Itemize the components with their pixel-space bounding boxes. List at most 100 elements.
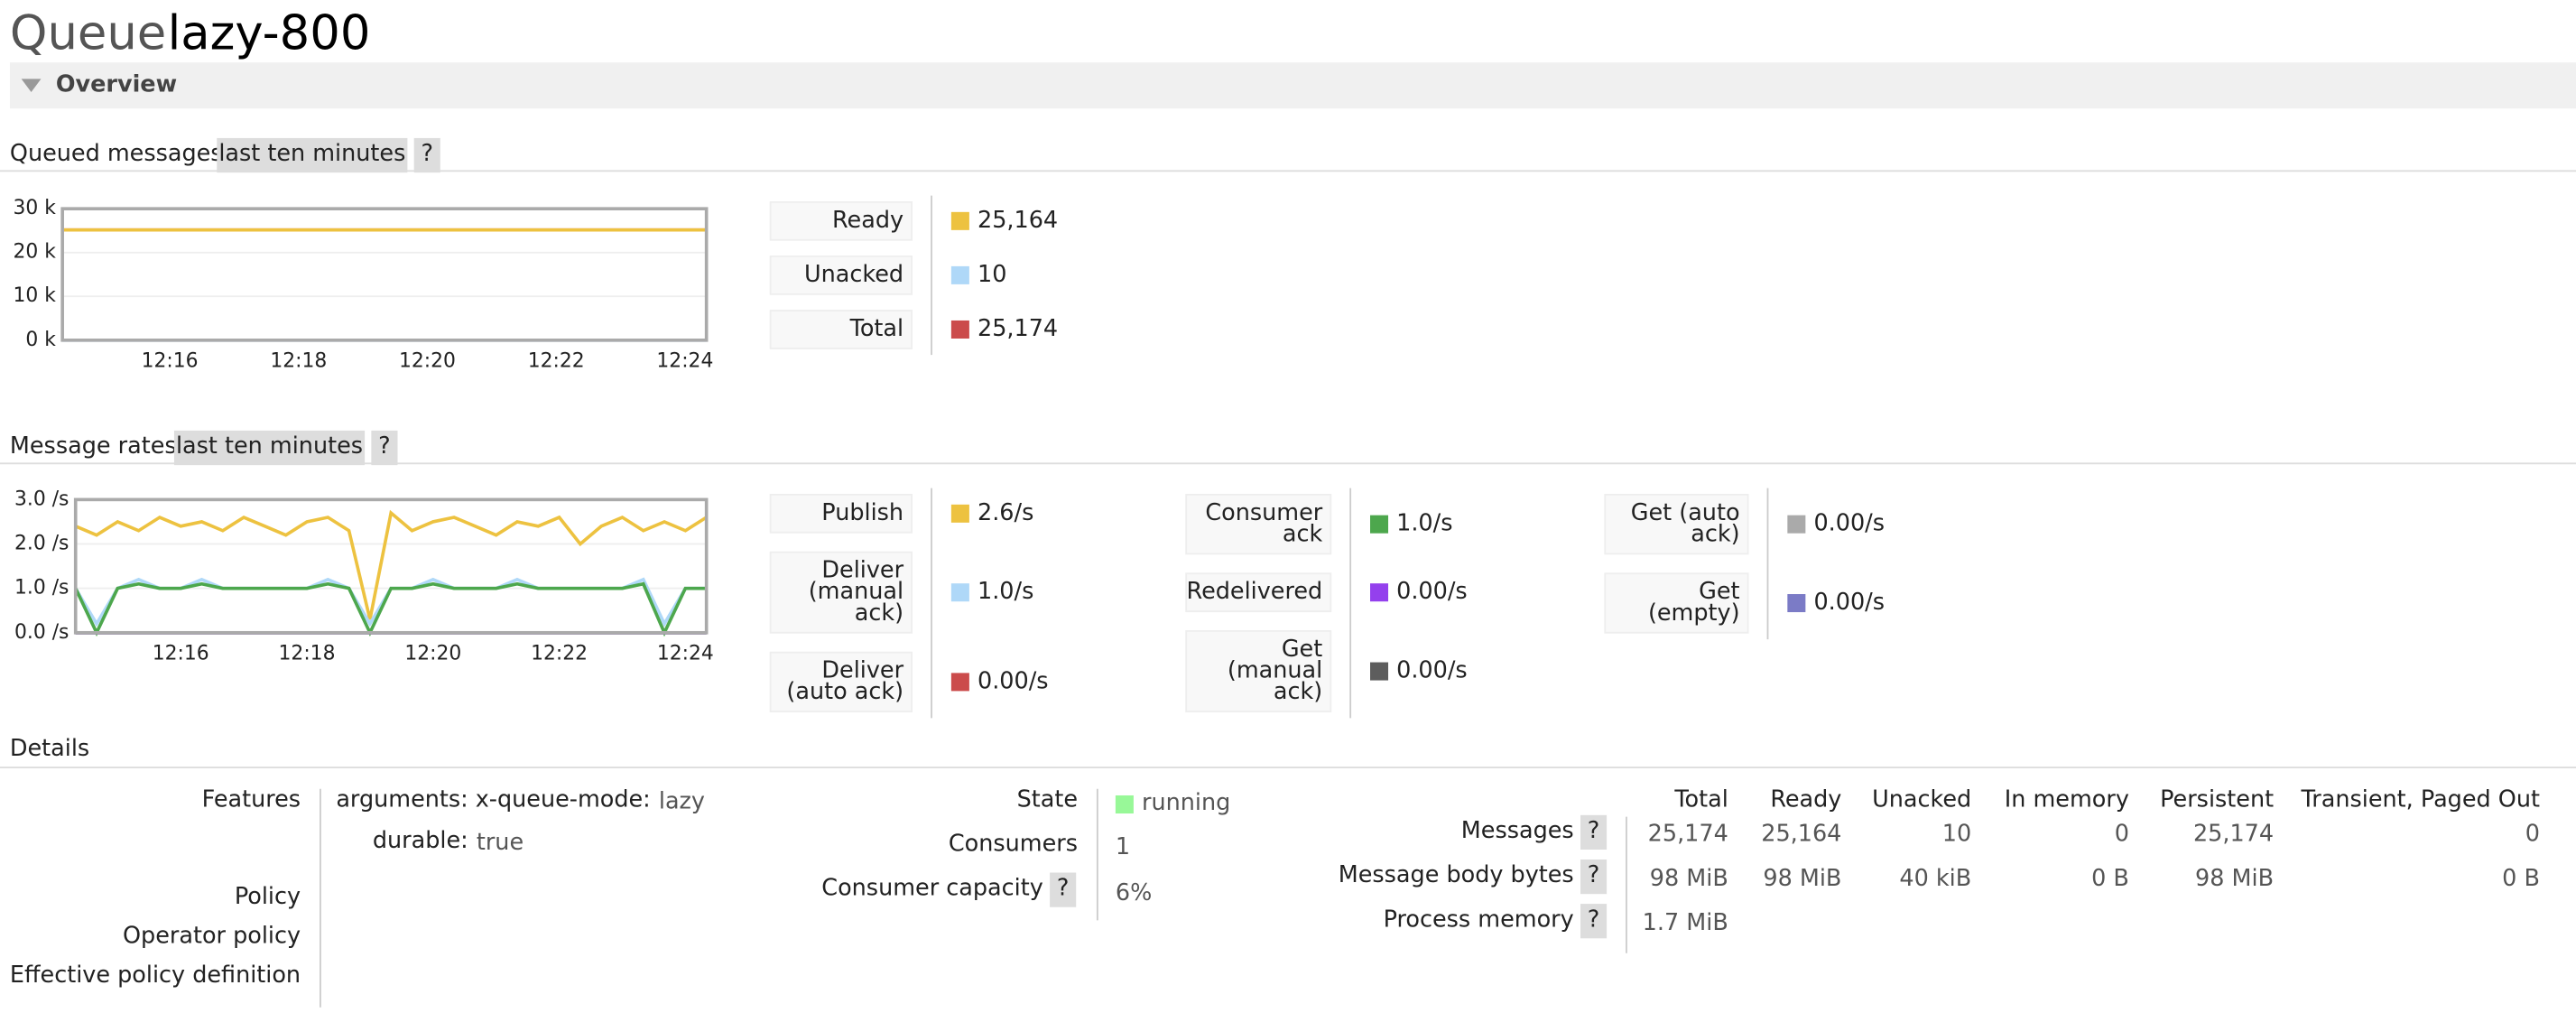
legend-label: Publish bbox=[821, 499, 903, 526]
title-name: lazy-800 bbox=[168, 6, 371, 61]
legend-label: Deliver bbox=[821, 557, 903, 584]
x-tick-label: 12:24 bbox=[657, 642, 714, 664]
legend-swatch bbox=[950, 673, 969, 692]
field-label: Effective policy definition bbox=[10, 962, 301, 989]
table-cell: 98 MiB bbox=[2195, 865, 2274, 892]
x-tick-label: 12:20 bbox=[404, 642, 461, 664]
row-label: Message body bytes bbox=[1339, 861, 1574, 888]
y-tick-label: 30 k bbox=[14, 197, 57, 219]
table-header: Unacked bbox=[1872, 785, 1971, 813]
row-label: Process memory bbox=[1384, 906, 1574, 933]
title-prefix: Queue bbox=[10, 6, 166, 61]
overview-bar bbox=[9, 62, 2576, 109]
legend-swatch bbox=[1370, 662, 1389, 681]
legend-label-box bbox=[1186, 630, 1331, 712]
x-tick-label: 12:22 bbox=[528, 349, 585, 372]
help-label: ? bbox=[378, 432, 391, 460]
y-tick-label: 20 k bbox=[14, 241, 57, 264]
y-tick-label: 0.0 /s bbox=[14, 621, 69, 644]
table-header: In memory bbox=[2005, 785, 2129, 813]
legend-label: Get bbox=[1282, 636, 1322, 663]
field-key: x-queue-mode: bbox=[476, 785, 651, 813]
field-key: arguments: bbox=[336, 785, 468, 813]
legend-label: ack) bbox=[855, 599, 903, 627]
field-value: lazy bbox=[659, 787, 705, 814]
table-cell: 25,174 bbox=[1648, 821, 1728, 848]
help-label: ? bbox=[1588, 817, 1600, 844]
legend-swatch bbox=[950, 504, 969, 523]
legend-label-box bbox=[770, 494, 913, 533]
legend-label: Ready bbox=[832, 207, 903, 234]
x-tick-label: 12:18 bbox=[279, 642, 336, 664]
help-label: ? bbox=[1588, 906, 1600, 933]
table-cell: 0 bbox=[2115, 821, 2129, 848]
legend-swatch bbox=[950, 265, 969, 284]
legend-label: ack) bbox=[1691, 520, 1739, 547]
x-tick-label: 12:20 bbox=[399, 349, 456, 372]
plot-frame bbox=[73, 497, 709, 635]
legend-swatch bbox=[950, 583, 969, 602]
help-button bbox=[1580, 859, 1608, 895]
legend-label-border bbox=[1604, 493, 1749, 555]
legend-value: 0.00/s bbox=[1396, 657, 1468, 684]
legend-label-box bbox=[770, 652, 913, 712]
help-button bbox=[1580, 904, 1608, 939]
legend-value: 1.0/s bbox=[978, 578, 1033, 605]
legend-value: 0.00/s bbox=[978, 667, 1049, 694]
state-swatch bbox=[1115, 795, 1134, 814]
x-tick-label: 12:24 bbox=[656, 349, 713, 372]
legend-label: (empty) bbox=[1648, 599, 1740, 627]
range-pill bbox=[173, 430, 366, 466]
table-header: Persistent bbox=[2160, 785, 2274, 813]
y-tick-label: 2.0 /s bbox=[14, 532, 69, 554]
field-label: Features bbox=[202, 785, 301, 813]
field-value: running bbox=[1142, 789, 1230, 816]
legend-label-border bbox=[769, 310, 913, 349]
section-label: Queued messages bbox=[10, 140, 223, 167]
legend-label-border bbox=[769, 551, 913, 634]
legend-value: 25,174 bbox=[978, 315, 1058, 342]
legend-label-box bbox=[1186, 494, 1331, 554]
plot-frame bbox=[60, 207, 709, 342]
legend-swatch bbox=[950, 320, 969, 339]
legend-label: Redelivered bbox=[1187, 578, 1323, 605]
help-button bbox=[1580, 814, 1608, 850]
section-label: Message rates bbox=[10, 432, 177, 460]
legend-value: 1.0/s bbox=[1396, 510, 1452, 537]
legend-label-box bbox=[770, 311, 913, 349]
field-label: State bbox=[1017, 785, 1078, 813]
table-cell: 1.7 MiB bbox=[1643, 909, 1728, 936]
range-label: last ten minutes bbox=[218, 140, 405, 167]
legend-label: Unacked bbox=[804, 261, 903, 288]
y-tick-label: 3.0 /s bbox=[14, 488, 69, 510]
section-label: Details bbox=[10, 735, 89, 762]
legend-swatch bbox=[1370, 583, 1389, 602]
legend-label: (manual bbox=[809, 578, 903, 605]
field-value: 1 bbox=[1116, 833, 1130, 860]
x-tick-label: 12:22 bbox=[531, 642, 588, 664]
table-cell: 0 B bbox=[2091, 865, 2129, 892]
help-button bbox=[1050, 872, 1077, 907]
legend-label: Deliver bbox=[821, 657, 903, 684]
x-tick-label: 12:18 bbox=[270, 349, 327, 372]
legend-value: 10 bbox=[978, 261, 1006, 288]
series-line bbox=[75, 509, 708, 620]
y-tick-label: 0 k bbox=[25, 329, 56, 351]
field-label: Consumers bbox=[949, 831, 1078, 858]
table-cell: 10 bbox=[1942, 821, 1971, 848]
field-key: durable: bbox=[373, 827, 468, 854]
range-label: last ten minutes bbox=[176, 432, 363, 460]
legend-label-border bbox=[1185, 572, 1332, 613]
legend-label-border bbox=[769, 651, 913, 713]
legend-label-border bbox=[769, 200, 913, 241]
legend-swatch bbox=[1787, 594, 1806, 613]
field-label: Policy bbox=[235, 883, 301, 910]
help-button bbox=[371, 430, 398, 466]
overview-label: Overview bbox=[56, 71, 177, 98]
legend-label-box bbox=[1605, 573, 1748, 633]
table-header: Total bbox=[1673, 785, 1728, 813]
field-value: true bbox=[477, 829, 524, 856]
legend-value: 0.00/s bbox=[1396, 578, 1468, 605]
legend-label: (auto ack) bbox=[786, 678, 903, 705]
